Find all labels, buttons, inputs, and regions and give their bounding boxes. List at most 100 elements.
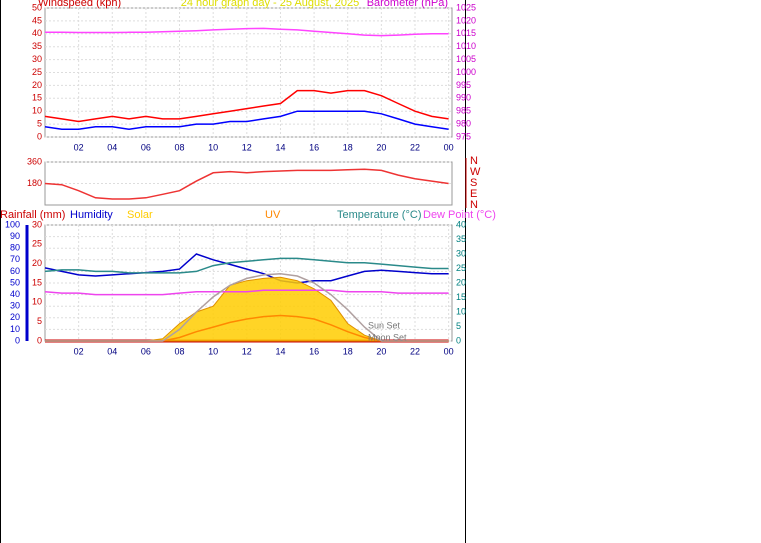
y-tick-label: 40 [32, 28, 42, 38]
y-tick-label: 360 [27, 156, 42, 166]
x-tick-label: 06 [141, 142, 151, 152]
line [44, 89, 449, 123]
x-tick-label: 22 [410, 346, 420, 356]
y-tick-label: 5 [37, 118, 42, 128]
x-tick-label: 12 [242, 346, 252, 356]
x-tick-label: 22 [410, 142, 420, 152]
y-tick-label: 60 [10, 266, 20, 276]
y-tick-label: 50 [10, 277, 20, 287]
y2-tick-label: 25 [456, 263, 466, 273]
y2-tick-label: 1015 [456, 28, 476, 38]
y-tick-label: 10 [10, 324, 20, 334]
legend-label: UV [265, 209, 281, 221]
y2-tick-label: 1005 [456, 54, 476, 64]
chart-title: 24 hour graph day - 25 August, 2025 [181, 0, 360, 9]
x-tick-label: 18 [343, 142, 353, 152]
y-tick-label: 10 [32, 106, 42, 116]
x-tick-label: 16 [309, 346, 319, 356]
y2-tick-label: 995 [456, 80, 471, 90]
x-tick-label: 08 [175, 142, 185, 152]
x-tick-label: 06 [141, 346, 151, 356]
y2-tick-label: 30 [456, 248, 466, 258]
compass-label: W [470, 166, 481, 178]
x-tick-label: 02 [74, 142, 84, 152]
y3-tick-label: 15 [32, 277, 42, 287]
legend-label: Solar [127, 209, 153, 221]
y-tick-label: 100 [5, 219, 20, 229]
y-tick-label: 50 [32, 2, 42, 12]
line [44, 253, 449, 284]
x-tick-label: 12 [242, 142, 252, 152]
legend-label: Temperature (°C) [337, 209, 421, 221]
y-tick-label: 0 [15, 335, 20, 345]
y3-tick-label: 30 [32, 219, 42, 229]
y2-tick-label: 985 [456, 106, 471, 116]
compass-label: N [470, 155, 478, 167]
y-tick-label: 35 [32, 41, 42, 51]
y2-tick-label: 0 [456, 335, 461, 345]
line [44, 289, 449, 296]
x-tick-label: 20 [376, 142, 386, 152]
compass-label: N [470, 199, 478, 211]
legend-label: Rainfall (mm) [0, 209, 65, 221]
y2-tick-label: 990 [456, 93, 471, 103]
legend-label: Humidity [70, 209, 113, 221]
line [45, 27, 449, 37]
y-tick-label: 30 [32, 54, 42, 64]
x-tick-label: 08 [175, 346, 185, 356]
line [44, 168, 449, 200]
y-tick-label: 25 [32, 67, 42, 77]
annotation: Moon Set [368, 332, 407, 342]
y2-tick-label: 1020 [456, 15, 476, 25]
y2-tick-label: 10 [456, 306, 466, 316]
y2-tick-label: 1000 [456, 67, 476, 77]
y-tick-label: 15 [32, 93, 42, 103]
x-tick-label: 16 [309, 142, 319, 152]
x-tick-label: 14 [275, 346, 285, 356]
y2-tick-label: 40 [456, 219, 466, 229]
line [44, 257, 449, 274]
x-tick-label: 10 [208, 346, 218, 356]
y3-tick-label: 25 [32, 239, 42, 249]
x-tick-label: 14 [275, 142, 285, 152]
y-tick-label: 80 [10, 243, 20, 253]
x-tick-label: 02 [74, 346, 84, 356]
y2-tick-label: 1025 [456, 2, 476, 12]
y3-tick-label: 10 [32, 297, 42, 307]
y-tick-label: 20 [32, 80, 42, 90]
y-tick-label: 180 [27, 178, 42, 188]
y2-tick-label: 20 [456, 277, 466, 287]
y-tick-label: 0 [37, 131, 42, 141]
y2-tick-label: 5 [456, 321, 461, 331]
line [44, 110, 449, 131]
y-tick-label: 45 [32, 15, 42, 25]
plot-area [44, 161, 453, 206]
y2-tick-label: 975 [456, 131, 471, 141]
y2-tick-label: 35 [456, 234, 466, 244]
y2-tick-label: 15 [456, 292, 466, 302]
x-tick-label: 18 [343, 346, 353, 356]
y-tick-label: 30 [10, 301, 20, 311]
x-tick-label: 00 [444, 142, 454, 152]
annotation: Sun Set [368, 320, 401, 330]
y-tick-label: 70 [10, 254, 20, 264]
y2-axis-label: Barometer (hPa) [367, 0, 448, 9]
y3-tick-label: 0 [37, 335, 42, 345]
y-tick-label: 40 [10, 289, 20, 299]
y-tick-label: 20 [10, 312, 20, 322]
x-tick-label: 04 [107, 346, 117, 356]
y3-tick-label: 20 [32, 258, 42, 268]
legend-label: Dew Point (°C) [423, 209, 496, 221]
y-axis-label: Windspeed (kph) [38, 0, 121, 9]
y2-tick-label: 1010 [456, 41, 476, 51]
compass-label: E [470, 188, 477, 200]
y2-tick-label: 980 [456, 118, 471, 128]
y3-tick-label: 5 [37, 316, 42, 326]
x-tick-label: 04 [107, 142, 117, 152]
line [45, 272, 449, 342]
x-tick-label: 10 [208, 142, 218, 152]
y-tick-label: 90 [10, 231, 20, 241]
x-tick-label: 20 [376, 346, 386, 356]
x-tick-label: 00 [444, 346, 454, 356]
